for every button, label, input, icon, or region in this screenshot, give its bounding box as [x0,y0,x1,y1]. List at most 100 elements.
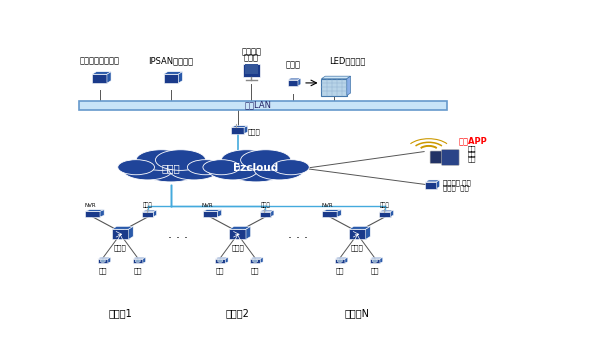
FancyBboxPatch shape [79,100,447,110]
Polygon shape [271,210,274,217]
Text: 统一监控融合平台: 统一监控融合平台 [80,56,119,65]
Polygon shape [86,211,100,217]
Polygon shape [323,211,337,217]
Polygon shape [366,226,370,239]
Text: 交换机: 交换机 [351,244,364,251]
Polygon shape [288,78,301,80]
Polygon shape [370,257,383,259]
Text: 路由器: 路由器 [380,202,390,208]
Polygon shape [349,226,370,229]
Ellipse shape [222,150,271,170]
Text: 监控: 监控 [468,155,476,162]
Text: 路由器: 路由器 [143,202,153,208]
Polygon shape [178,72,182,83]
Polygon shape [260,257,263,263]
Polygon shape [380,257,383,263]
Text: NVR: NVR [84,203,96,208]
Text: NVR: NVR [321,203,333,208]
Text: 互联网: 互联网 [162,163,181,173]
Polygon shape [250,257,263,259]
Text: 客户端: 客户端 [244,53,259,62]
Polygon shape [390,210,394,217]
Polygon shape [108,257,110,263]
Polygon shape [203,210,222,211]
Text: 简机: 简机 [251,267,260,274]
Polygon shape [215,259,225,263]
Text: 主变所1: 主变所1 [109,308,132,318]
Polygon shape [370,259,380,263]
Text: 简机: 简机 [99,267,107,274]
Polygon shape [98,257,110,259]
Ellipse shape [203,160,239,175]
Polygon shape [437,180,440,189]
Polygon shape [128,226,133,239]
Polygon shape [143,211,153,217]
Text: 局域LAN: 局域LAN [245,100,272,110]
Text: LED拼接大屏: LED拼接大屏 [329,56,365,65]
Text: 简机: 简机 [336,267,344,274]
Circle shape [252,259,258,262]
Polygon shape [246,226,251,239]
Polygon shape [215,257,228,259]
Polygon shape [298,78,301,86]
Polygon shape [163,72,182,74]
Polygon shape [231,127,244,134]
Text: 全局: 全局 [468,146,476,152]
Polygon shape [288,80,298,86]
Polygon shape [260,211,271,217]
Polygon shape [380,211,390,217]
Polygon shape [335,259,345,263]
Ellipse shape [273,160,309,175]
Polygon shape [112,229,128,239]
Text: 单机单显 区域: 单机单显 区域 [443,179,470,186]
Polygon shape [345,257,347,263]
Polygon shape [100,210,104,217]
Circle shape [217,259,223,262]
Text: 路由器: 路由器 [248,128,261,135]
Text: 交换机: 交换机 [231,244,244,251]
Polygon shape [231,126,248,127]
Text: NVR: NVR [202,203,214,208]
Polygon shape [86,210,104,211]
FancyBboxPatch shape [430,151,442,163]
Polygon shape [260,210,274,211]
Circle shape [100,259,105,262]
Polygon shape [143,257,146,263]
Ellipse shape [241,150,291,170]
Polygon shape [229,226,251,229]
Polygon shape [92,74,107,83]
Polygon shape [425,182,437,189]
Ellipse shape [223,155,289,182]
Polygon shape [163,74,178,83]
Circle shape [135,259,140,262]
Text: · · ·: · · · [287,232,308,245]
Polygon shape [335,257,347,259]
Text: IPSAN备份存储: IPSAN备份存储 [148,56,194,65]
Ellipse shape [169,159,219,180]
Text: 交换机: 交换机 [114,244,127,251]
Ellipse shape [156,150,206,170]
Polygon shape [243,64,260,77]
Text: · · ·: · · · [168,232,188,245]
Polygon shape [92,72,111,74]
Ellipse shape [122,159,173,180]
Polygon shape [203,211,217,217]
Text: 解码器: 解码器 [285,60,301,70]
Text: 主变所N: 主变所N [345,308,370,318]
Text: 客户端  中心: 客户端 中心 [443,184,468,191]
Polygon shape [321,76,350,79]
Polygon shape [250,259,260,263]
Text: 移动APP: 移动APP [459,136,488,145]
Text: 简机: 简机 [371,267,379,274]
Polygon shape [132,257,146,259]
Polygon shape [229,229,246,239]
Polygon shape [98,259,108,263]
Ellipse shape [118,160,154,175]
Polygon shape [347,76,350,95]
Polygon shape [425,180,440,182]
Ellipse shape [254,159,304,180]
Text: 主变所2: 主变所2 [226,308,249,318]
Ellipse shape [208,159,258,180]
Polygon shape [217,210,222,217]
Polygon shape [153,210,157,217]
